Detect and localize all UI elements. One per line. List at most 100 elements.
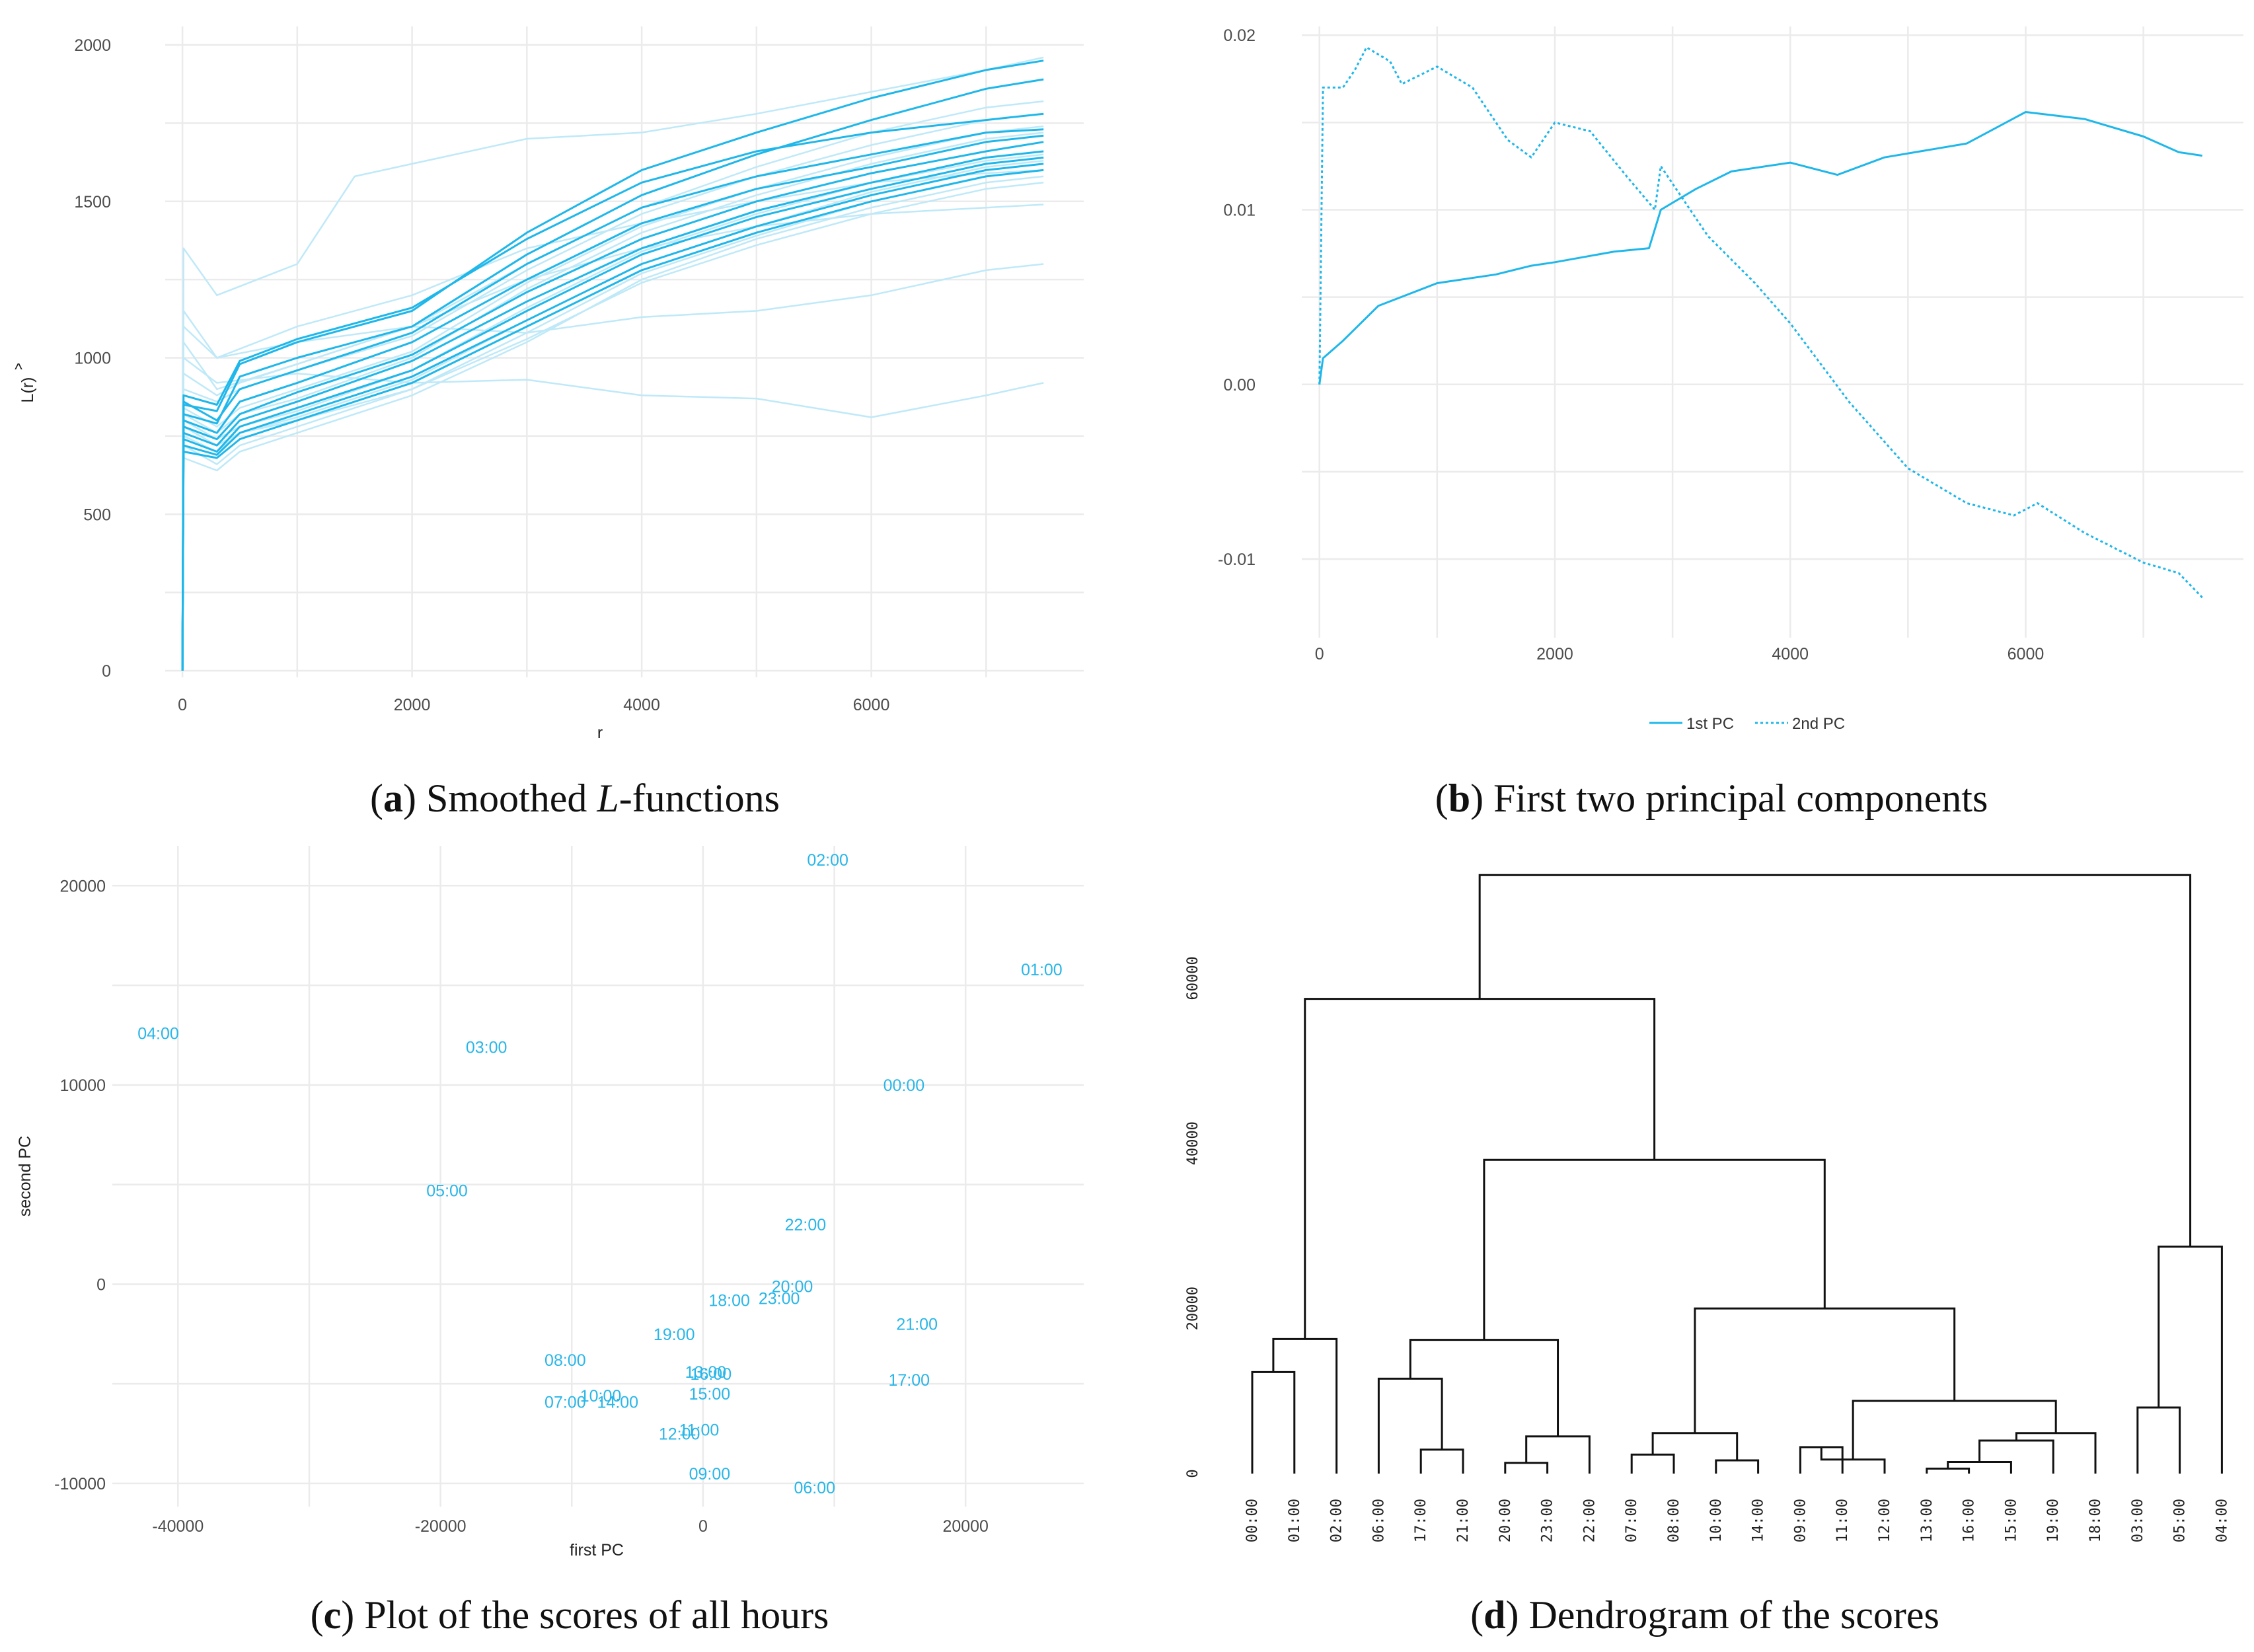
panel-a-series-line — [181, 112, 1044, 671]
panel-d-y-tick: 60000 — [1185, 956, 1201, 1000]
panel-a-series-line — [181, 56, 1044, 671]
panel-d-merge-branch — [1926, 1468, 1971, 1474]
panel-d-leaf-label: 03:00 — [2130, 1499, 2146, 1542]
panel-a-y-tick: 2000 — [74, 36, 111, 55]
panel-b-series — [1318, 46, 2203, 599]
panel-d-merge-branch — [1715, 1459, 1760, 1474]
panel-d-leaf-label: 05:00 — [2172, 1499, 2189, 1542]
panel-a-y-axis-title: L(r) — [19, 377, 37, 403]
panel-a-series-line — [181, 141, 1044, 671]
panel-c-point-label: 12:00 — [659, 1425, 700, 1444]
panel-c-y-axis-title-group: second PC — [16, 1136, 34, 1217]
panel-d-leaf-label: 16:00 — [1961, 1499, 1978, 1542]
panel-a-x-tick: 0 — [178, 696, 187, 714]
panel-a-y-tick: 500 — [83, 506, 111, 524]
panel-d-leaf-label: 01:00 — [1287, 1499, 1303, 1542]
panel-c-x-tick: 0 — [698, 1517, 708, 1536]
panel-a-series-line — [181, 204, 1044, 671]
panel-a-series-line — [181, 59, 1044, 671]
panel-d-merge-branch — [2015, 1432, 2097, 1474]
panel-c-point-label: 15:00 — [689, 1385, 731, 1404]
panel-b-y-tick: -0.01 — [1218, 550, 1256, 569]
panel-a-x-tick: 6000 — [853, 696, 890, 714]
panel-a-series-line — [181, 157, 1044, 671]
panel-d-merge-branch — [1377, 1377, 1443, 1474]
panel-d-leaf-label: 08:00 — [1666, 1499, 1682, 1542]
panel-a-y-axis-hat: ^ — [15, 360, 22, 379]
panel-a-y-ticks: 0 500 1000 1500 2000 — [74, 36, 111, 681]
panel-c-point-label: 09:00 — [689, 1465, 731, 1483]
panel-c-point-label: 06:00 — [794, 1479, 835, 1497]
panel-c-x-tick: -20000 — [415, 1517, 467, 1536]
panel-d-merge-branch — [1852, 1400, 2057, 1460]
panel-d-y-tick: 20000 — [1185, 1287, 1201, 1330]
panel-a-series-line — [181, 134, 1044, 671]
panel-b-y-tick: 0.02 — [1223, 26, 1256, 45]
panel-c-point-label: 11:00 — [679, 1421, 720, 1440]
panel-d-merge-branch — [1272, 1337, 1338, 1474]
panel-c-point-label: 03:00 — [466, 1039, 507, 1057]
panel-d-y-tick: 40000 — [1185, 1121, 1201, 1165]
panel-b-grid — [1302, 26, 2243, 638]
panel-c-point-label: 22:00 — [785, 1216, 827, 1234]
panel-c-points: 04:00 03:00 05:00 02:00 01:00 00:00 22:00 20:00… — [137, 851, 1062, 1497]
panel-a-x-tick: 4000 — [623, 696, 660, 714]
panel-d-leaf-label: 23:00 — [1540, 1499, 1556, 1542]
legend-2nd-pc-label: 2nd PC — [1792, 715, 1845, 733]
panel-a-series-line — [181, 125, 1044, 671]
panel-c-point-label: 10:00 — [580, 1387, 622, 1406]
panel-c-x-tick: 20000 — [942, 1517, 989, 1536]
panel-c-x-tick: -40000 — [152, 1517, 204, 1536]
panel-c-point-label: 01:00 — [1021, 961, 1063, 979]
panel-b-x-tick: 4000 — [1772, 645, 1809, 663]
panel-d-merge-branch — [1251, 1370, 1296, 1474]
panel-c-scores-scatter: 04:00 03:00 05:00 02:00 01:00 00:00 22:00 20:00… — [16, 846, 1084, 1637]
panel-d-leaf-label: 12:00 — [1877, 1499, 1893, 1542]
panel-c-point-label: 02:00 — [807, 851, 848, 870]
panel-a-x-ticks: 0 2000 4000 6000 — [178, 696, 889, 714]
panel-d-y-ticks: 0 20000 40000 60000 — [1185, 956, 1201, 1478]
panel-d-merge-branch — [1525, 1435, 1591, 1474]
panel-d-leaf-label: 11:00 — [1834, 1499, 1851, 1542]
panel-a-series-line — [181, 169, 1044, 671]
panel-b-y-tick: 0.01 — [1223, 202, 1256, 220]
legend-1st-pc-label: 1st PC — [1686, 715, 1734, 733]
panel-d-merge-branch — [1478, 874, 2192, 1247]
panel-c-point-label: 21:00 — [896, 1316, 938, 1334]
panel-d-merge-branch — [2136, 1406, 2181, 1474]
panel-c-x-axis-title: first PC — [570, 1541, 624, 1559]
panel-c-y-tick: 20000 — [59, 877, 106, 895]
panel-a-series-line — [181, 175, 1044, 671]
panel-d-merge-branch — [1304, 998, 1656, 1339]
panel-d-merge-branch — [1409, 1339, 1559, 1437]
panel-c-point-label: 00:00 — [883, 1076, 925, 1095]
panel-c-point-label: 07:00 — [545, 1393, 586, 1411]
panel-c-point-label: 05:00 — [426, 1182, 468, 1201]
panel-b-2nd-pc-line — [1318, 46, 2203, 599]
panel-d-merge-branch — [1504, 1462, 1549, 1474]
panel-d-leaf-label: 21:00 — [1455, 1499, 1472, 1542]
panel-d-dendrogram: 00:00 01:00 02:00 06:00 17:00 21:00 20:00 23:00… — [1185, 874, 2230, 1637]
panel-a-series-line — [181, 263, 1044, 671]
panel-a-series-line — [181, 78, 1044, 671]
panel-c-point-label: 04:00 — [137, 1024, 179, 1043]
panel-d-leaf-label: 13:00 — [1919, 1499, 1935, 1542]
panel-c-y-tick: -10000 — [54, 1475, 106, 1493]
panel-d-merge-branch — [1947, 1461, 2012, 1474]
panel-d-leaf-label: 15:00 — [2003, 1499, 2019, 1542]
panel-d-merge-branch — [1483, 1158, 1826, 1340]
panel-c-point-label: 16:00 — [691, 1365, 732, 1384]
panel-a-series-line — [181, 112, 1044, 671]
panel-d-leaf-label: 18:00 — [2087, 1499, 2104, 1542]
panel-b-y-tick: 0.00 — [1223, 376, 1256, 394]
panel-b-y-ticks: -0.01 0.00 0.01 0.02 — [1218, 26, 1256, 569]
panel-d-leaf-label: 06:00 — [1371, 1499, 1387, 1542]
panel-c-point-label: 19:00 — [654, 1326, 695, 1344]
panel-c-y-axis-title: second PC — [16, 1136, 34, 1217]
panel-d-leaf-label: 09:00 — [1792, 1499, 1809, 1542]
panel-c-x-ticks: -40000 -20000 0 20000 — [152, 1517, 989, 1536]
panel-d-merge-branch — [1419, 1448, 1464, 1474]
panel-a-y-tick: 1500 — [74, 193, 111, 211]
panel-d-merge-branch — [1694, 1307, 1956, 1433]
